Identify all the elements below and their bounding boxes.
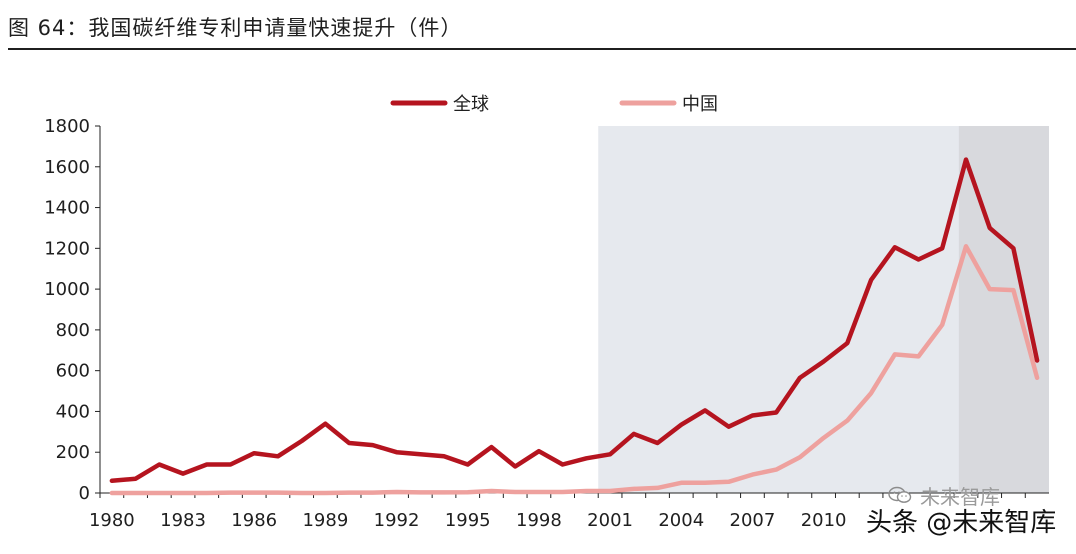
shaded-region-1 (598, 126, 971, 493)
wechat-icon (888, 486, 912, 503)
y-tick-label: 0 (79, 483, 90, 504)
y-tick-label: 600 (56, 361, 90, 382)
x-tick-label: 2001 (587, 510, 633, 531)
title-divider (8, 48, 1076, 50)
y-tick-label: 800 (56, 320, 90, 341)
y-tick-label: 400 (56, 401, 90, 422)
x-tick-label: 1980 (89, 510, 135, 531)
legend-label-1: 全球 (453, 94, 489, 115)
y-tick-label: 200 (56, 442, 90, 463)
x-tick-label: 2010 (801, 510, 847, 531)
toutiao-watermark: 头条 @未来智库 (866, 508, 1057, 538)
series-line-1 (109, 157, 1040, 484)
y-tick-label: 1600 (44, 157, 90, 178)
series-line-2 (109, 244, 1040, 496)
x-tick-label: 1995 (445, 510, 491, 531)
shaded-regions (598, 126, 1049, 493)
y-tick-label: 1400 (44, 198, 90, 219)
y-axis-ticks: 0 200 400 600 800 1000 1200 1400 1600 1800 (44, 116, 100, 504)
y-tick-label: 1800 (44, 116, 90, 137)
x-tick-label: 1989 (302, 510, 348, 531)
x-axis-ticks: 1980 1983 1986 1989 1992 1995 1998 2001 2004 2007… (89, 493, 1026, 531)
x-tick-label: 1983 (160, 510, 206, 531)
x-tick-label: 2004 (658, 510, 704, 531)
series-lines (109, 157, 1040, 496)
legend-label-2: 中国 (682, 94, 718, 115)
y-tick-label: 1000 (44, 279, 90, 300)
y-tick-label: 1200 (44, 238, 90, 259)
chart-legend: 全球 中国 (390, 94, 718, 115)
wechat-watermark-text: 未来智库 (920, 485, 1000, 509)
x-tick-label: 1992 (374, 510, 420, 531)
x-tick-label: 1998 (516, 510, 562, 531)
x-tick-label: 2007 (730, 510, 776, 531)
x-tick-label: 1986 (231, 510, 277, 531)
figure-title: 图 64：我国碳纤维专利申请量快速提升（件） (8, 16, 463, 40)
